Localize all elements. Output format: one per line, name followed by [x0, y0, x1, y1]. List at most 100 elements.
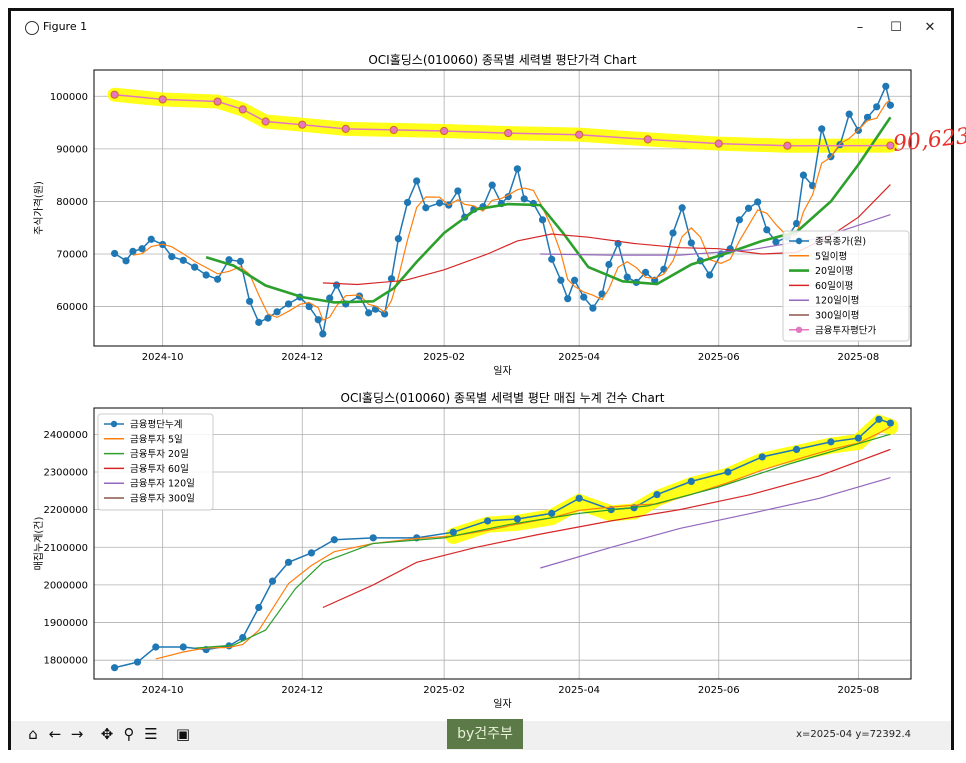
figure-canvas: 60000 70000 80000 90000 100000 2024-10 2024-12…	[32, 53, 912, 710]
data-point	[255, 318, 263, 326]
data-point	[314, 316, 322, 324]
data-point	[394, 235, 402, 243]
back-icon[interactable]: ←	[48, 725, 62, 743]
home-icon[interactable]: ⌂	[28, 725, 38, 743]
legend-box	[782, 230, 910, 342]
data-point	[147, 235, 155, 243]
data-point	[643, 135, 652, 144]
series-line	[322, 448, 891, 609]
highlight-stroke	[107, 87, 898, 153]
data-point	[875, 415, 883, 423]
data-point	[575, 130, 584, 139]
data-point	[557, 276, 565, 284]
y-tick-label: 60000	[56, 302, 88, 313]
data-point	[792, 445, 801, 454]
x-tick-label: 2024-12	[281, 685, 323, 696]
data-point	[660, 265, 668, 273]
data-point	[799, 171, 808, 179]
legend-entry: 60일이평	[815, 281, 853, 292]
data-point	[179, 643, 187, 651]
configure-subplots-icon[interactable]: ☰	[144, 725, 158, 743]
watermark-logo: by건주부	[447, 719, 523, 749]
y-tick-label: 90000	[56, 144, 88, 155]
close-button[interactable]: ✕	[924, 20, 936, 35]
data-point	[440, 126, 449, 136]
data-point	[504, 128, 513, 138]
data-point	[268, 577, 277, 585]
data-point	[138, 245, 146, 253]
data-point	[598, 290, 606, 298]
data-point	[122, 257, 130, 265]
legend-entry: 금융투자평단가	[815, 325, 876, 336]
data-point	[110, 249, 119, 258]
data-point	[548, 509, 556, 517]
data-point	[863, 113, 872, 121]
legend-marker	[795, 326, 803, 333]
data-point	[255, 603, 263, 612]
data-point	[213, 275, 222, 283]
data-point	[246, 297, 254, 305]
series-line	[205, 116, 892, 304]
data-point	[605, 260, 613, 269]
maximize-button[interactable]: ☐	[890, 20, 902, 35]
data-point	[548, 255, 556, 263]
y-axis-label: 주식가격(원)	[32, 181, 45, 235]
data-point	[845, 110, 853, 118]
data-point	[818, 125, 826, 133]
data-point	[413, 177, 421, 185]
series-line	[194, 433, 891, 649]
x-tick-label: 2025-06	[698, 685, 740, 696]
minimize-button[interactable]: –	[856, 20, 864, 35]
data-point	[133, 658, 142, 666]
save-icon[interactable]: ▣	[175, 725, 191, 743]
legend-marker	[110, 420, 118, 428]
data-point	[484, 517, 492, 525]
data-point	[191, 263, 199, 271]
x-tick-label: 2024-10	[142, 685, 184, 696]
data-point	[387, 275, 396, 283]
data-point	[264, 314, 272, 322]
forward-icon[interactable]: →	[70, 725, 84, 743]
pan-icon[interactable]: ✥	[100, 725, 114, 743]
data-point	[678, 204, 686, 212]
x-tick-label: 2024-10	[142, 352, 184, 363]
legend-entry: 300일이평	[815, 311, 859, 322]
legend-entry: 금융투자 120일	[130, 479, 195, 490]
data-point	[792, 219, 801, 228]
y-tick-label: 1800000	[43, 656, 88, 667]
data-point	[623, 273, 631, 281]
data-point	[513, 515, 521, 523]
data-point	[326, 294, 334, 302]
zoom-icon[interactable]: ⚲	[123, 725, 135, 743]
y-tick-label: 2100000	[43, 543, 88, 554]
data-point	[365, 309, 373, 317]
x-tick-label: 2025-02	[423, 685, 465, 696]
data-point	[758, 453, 766, 461]
plot-frame	[93, 69, 912, 347]
data-point	[714, 139, 723, 148]
data-point	[355, 292, 364, 300]
data-point	[882, 82, 890, 90]
y-tick-label: 2400000	[43, 430, 88, 441]
x-tick-label: 2025-02	[423, 352, 465, 363]
series-line	[114, 83, 892, 335]
data-point	[110, 90, 119, 99]
y-tick-label: 2300000	[43, 467, 88, 478]
data-point	[754, 198, 762, 206]
data-point	[369, 534, 377, 542]
data-point	[724, 468, 732, 476]
data-point	[706, 271, 714, 279]
data-point	[422, 204, 430, 212]
y-tick-label: 100000	[50, 92, 88, 103]
legend-entry: 20일이평	[815, 266, 853, 277]
legend-entry: 금융투자 5일	[130, 434, 183, 445]
data-point	[261, 117, 270, 126]
data-point	[332, 281, 341, 289]
data-point	[158, 95, 167, 104]
data-point	[319, 330, 327, 338]
y-tick-label: 1900000	[43, 618, 88, 629]
x-tick-label: 2025-08	[837, 352, 879, 363]
data-point	[669, 229, 677, 237]
data-point	[783, 141, 792, 150]
chart-title: OCI홀딩스(010060) 종목별 세력별 평단가격 Chart	[368, 53, 637, 67]
